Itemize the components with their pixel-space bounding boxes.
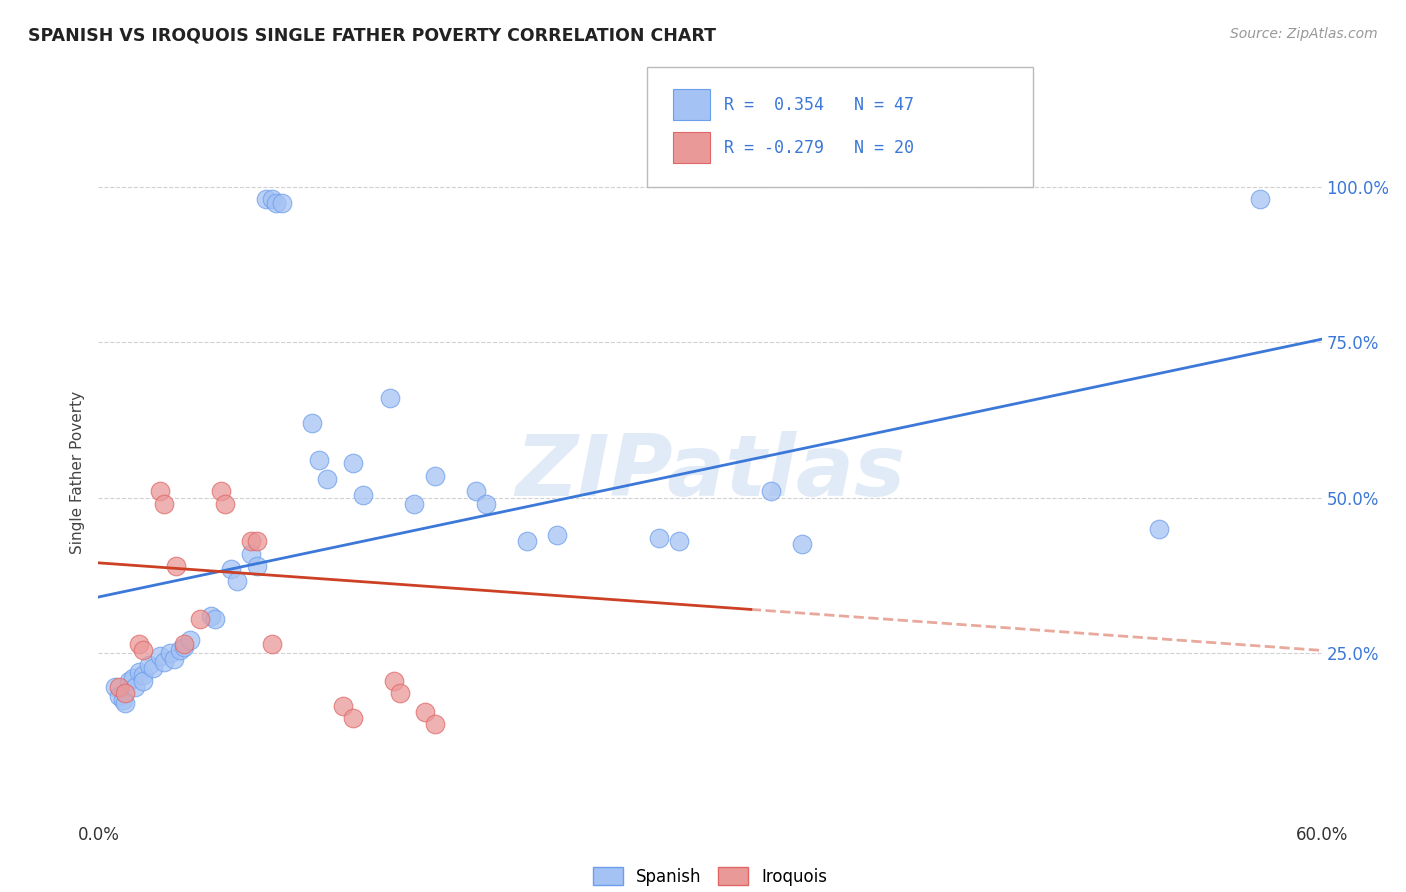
Legend: Spanish, Iroquois: Spanish, Iroquois [586,860,834,892]
Point [254,193,277,207]
Point [163,652,186,666]
Point [240,534,263,549]
Point [132,642,155,657]
Point [173,640,195,654]
Point [332,698,354,713]
Point [474,497,498,511]
Point [423,468,446,483]
Point [1147,522,1170,536]
Point [790,537,813,551]
Point [209,484,232,499]
Point [169,642,191,657]
Point [108,680,131,694]
Point [132,667,155,681]
Point [378,391,401,405]
Point [246,534,269,549]
Point [122,671,145,685]
Point [118,673,141,688]
Point [270,195,294,210]
Point [389,686,412,700]
Point [188,612,212,626]
Text: Source: ZipAtlas.com: Source: ZipAtlas.com [1230,27,1378,41]
Point [382,673,405,688]
Point [464,484,486,499]
Point [152,497,174,511]
Point [104,680,127,694]
Point [138,658,160,673]
Point [219,562,242,576]
Point [423,717,446,731]
Text: R = -0.279   N = 20: R = -0.279 N = 20 [724,138,914,157]
Point [352,487,374,501]
Point [108,690,131,704]
Point [114,686,136,700]
Point [761,484,783,499]
Point [516,534,538,549]
Point [342,711,364,725]
Point [308,453,330,467]
Point [301,416,323,430]
Point [149,484,172,499]
Point [264,195,287,210]
Point [240,547,263,561]
Point [179,633,201,648]
Point [200,608,222,623]
Point [315,472,337,486]
Point [165,558,187,573]
Point [159,646,181,660]
Point [204,612,226,626]
Point [149,648,172,663]
Point [132,673,155,688]
Point [173,637,195,651]
Point [124,680,146,694]
Point [546,528,568,542]
Point [413,705,436,719]
Point [342,457,364,471]
Point [404,497,426,511]
Point [128,637,150,651]
Point [260,637,283,651]
Point [114,696,136,710]
Point [648,531,671,545]
Point [260,193,283,207]
Point [246,558,269,573]
Point [142,661,165,675]
Point [128,665,150,679]
Point [1249,193,1271,207]
Text: SPANISH VS IROQUOIS SINGLE FATHER POVERTY CORRELATION CHART: SPANISH VS IROQUOIS SINGLE FATHER POVERT… [28,27,716,45]
Point [152,655,174,669]
Point [214,497,236,511]
Y-axis label: Single Father Poverty: Single Father Poverty [70,392,86,554]
Text: R =  0.354   N = 47: R = 0.354 N = 47 [724,95,914,114]
Point [668,534,690,549]
Text: ZIPatlas: ZIPatlas [515,431,905,515]
Point [111,692,134,706]
Point [226,574,249,589]
